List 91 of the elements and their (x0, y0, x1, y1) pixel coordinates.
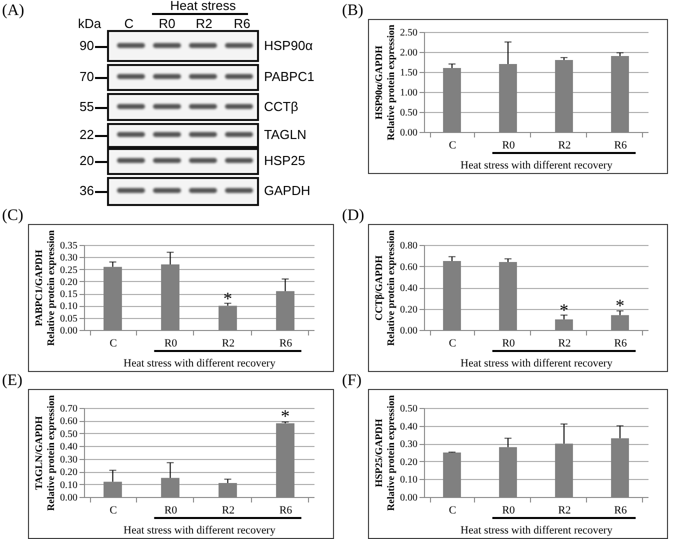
y-tick-label: 0.40 (400, 421, 418, 432)
y-tick-label: 0.70 (60, 404, 78, 414)
y-tick-label: 0.35 (60, 240, 78, 252)
text: R2 (196, 16, 212, 31)
chart-title: (C) (2, 207, 24, 225)
chart-title: (B) (342, 2, 364, 20)
y-tick-label: 0.50 (60, 428, 78, 440)
x-tick-label: R0 (502, 140, 516, 152)
annotation: * (280, 406, 290, 426)
y-tick-label: 0.00 (60, 492, 78, 504)
text: TAGLN (264, 127, 306, 142)
text: PABPC1 (264, 69, 314, 84)
y-tick-label: 0.20 (60, 276, 78, 288)
y-tick-label: 0.60 (400, 262, 418, 273)
x-tick-label: R2 (222, 338, 235, 350)
y-tick-label: 0.80 (400, 240, 418, 252)
x-tick-label: R2 (558, 504, 571, 516)
y-tick-label: 0.20 (400, 456, 418, 468)
y-tick-label: 1.50 (400, 68, 418, 78)
x-tick-label: R0 (502, 504, 516, 516)
y-axis-title: PABPC1/GAPDH Relative protein expression (34, 230, 57, 346)
y-tick-label: 0.50 (400, 404, 418, 414)
y-tick-label: 0.30 (60, 252, 78, 264)
y-axis-title: CCTβ/GAPDH Relative protein expression (374, 230, 397, 346)
text: 22 (80, 127, 94, 142)
annotation: * (616, 296, 624, 316)
y-tick-label: 0.15 (60, 289, 78, 300)
text: HSP25 (264, 153, 306, 168)
y-tick-label: 0.10 (400, 474, 418, 486)
x-axis-title: Heat stress with different recovery (460, 358, 613, 370)
y-tick-label: 2.00 (400, 48, 418, 58)
x-tick-label: R6 (614, 338, 628, 350)
text: CCTβ (264, 98, 298, 114)
y-tick-label: 0.50 (400, 108, 418, 118)
text: (A) (2, 2, 24, 20)
x-tick-label: R0 (164, 338, 178, 350)
x-tick-label: R2 (558, 338, 571, 350)
text: 90 (80, 38, 94, 52)
text: 20 (80, 153, 94, 168)
y-tick-label: 0.25 (60, 264, 78, 276)
annotation: * (560, 300, 568, 320)
x-axis-title: Heat stress with different recovery (124, 524, 276, 536)
y-tick-label: 0.60 (60, 416, 78, 428)
y-tick-label: 0.40 (400, 283, 418, 294)
text: 70 (80, 69, 94, 84)
text: HSP90α (264, 38, 313, 52)
y-tick-label: 0.10 (60, 480, 78, 491)
text: C (124, 16, 134, 31)
text: R6 (234, 16, 250, 31)
y-tick-label: 0.05 (60, 313, 78, 324)
x-tick-label: C (448, 504, 456, 516)
x-tick-label: R6 (614, 504, 628, 516)
y-tick-label: 1.00 (400, 88, 418, 98)
text: 55 (80, 98, 94, 114)
x-tick-label: R6 (279, 338, 293, 350)
text: R0 (158, 16, 176, 31)
y-axis-title: HSP25/GAPDH Relative protein expression (374, 394, 397, 511)
y-tick-label: 0.10 (60, 301, 78, 312)
annotation: * (223, 288, 232, 309)
text: GAPDH (264, 183, 310, 198)
y-axis-title: HSP90α/GAPDH Relative protein expression (374, 24, 397, 140)
x-tick-label: C (448, 140, 456, 152)
text: 36 (80, 183, 94, 198)
y-tick-label: 0.30 (60, 454, 78, 466)
x-tick-label: R6 (614, 140, 628, 152)
y-tick-label: 0.40 (60, 442, 78, 453)
x-tick-label: C (110, 338, 117, 350)
y-tick-label: 2.50 (400, 28, 418, 38)
chart-title: (F) (342, 372, 362, 390)
x-tick-label: R2 (558, 140, 571, 152)
x-tick-label: R0 (502, 338, 516, 350)
y-axis-title: TAGLN/GAPDH Relative protein expression (34, 394, 57, 511)
x-axis-title: Heat stress with different recovery (460, 160, 613, 172)
y-tick-label: 0.00 (60, 326, 78, 336)
x-axis-title: Heat stress with different recovery (460, 524, 613, 536)
x-tick-label: R2 (222, 504, 235, 516)
y-tick-label: 0.00 (400, 326, 418, 336)
text: kDa (78, 16, 102, 31)
x-axis-title: Heat stress with different recovery (124, 358, 276, 370)
chart-title: (E) (2, 372, 22, 390)
y-tick-label: 0.20 (60, 467, 78, 478)
y-tick-label: 0.20 (400, 304, 418, 316)
x-tick-label: C (110, 504, 117, 516)
text: Heat stress (170, 0, 236, 13)
x-tick-label: R0 (164, 504, 178, 516)
x-tick-label: C (448, 338, 456, 350)
y-tick-label: 0.30 (400, 439, 418, 450)
y-tick-label: 0.00 (400, 492, 418, 504)
x-tick-label: R6 (279, 504, 293, 516)
y-tick-label: 0.00 (400, 128, 418, 138)
chart-title: (D) (342, 207, 364, 225)
